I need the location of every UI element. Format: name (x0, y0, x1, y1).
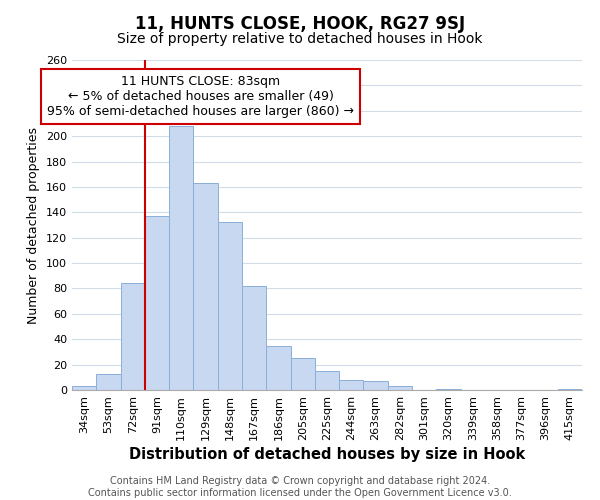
Bar (145, 216, 169, 390)
Bar (121, 284, 145, 390)
Bar (169, 126, 193, 390)
X-axis label: Distribution of detached houses by size in Hook: Distribution of detached houses by size … (129, 447, 525, 462)
Bar (364, 381, 388, 390)
Bar (558, 388, 582, 390)
Text: Size of property relative to detached houses in Hook: Size of property relative to detached ho… (117, 32, 483, 46)
Bar (266, 346, 290, 390)
Bar (339, 380, 364, 390)
Bar (388, 386, 412, 390)
Bar (218, 222, 242, 390)
Bar (290, 358, 315, 390)
Text: 11, HUNTS CLOSE, HOOK, RG27 9SJ: 11, HUNTS CLOSE, HOOK, RG27 9SJ (135, 15, 465, 33)
Bar (242, 286, 266, 390)
Bar (72, 386, 96, 390)
Y-axis label: Number of detached properties: Number of detached properties (28, 126, 40, 324)
Bar (193, 183, 218, 390)
Bar (96, 374, 121, 390)
Text: Contains HM Land Registry data © Crown copyright and database right 2024.
Contai: Contains HM Land Registry data © Crown c… (88, 476, 512, 498)
Text: 11 HUNTS CLOSE: 83sqm
← 5% of detached houses are smaller (49)
95% of semi-detac: 11 HUNTS CLOSE: 83sqm ← 5% of detached h… (47, 75, 354, 118)
Bar (315, 371, 339, 390)
Bar (436, 388, 461, 390)
